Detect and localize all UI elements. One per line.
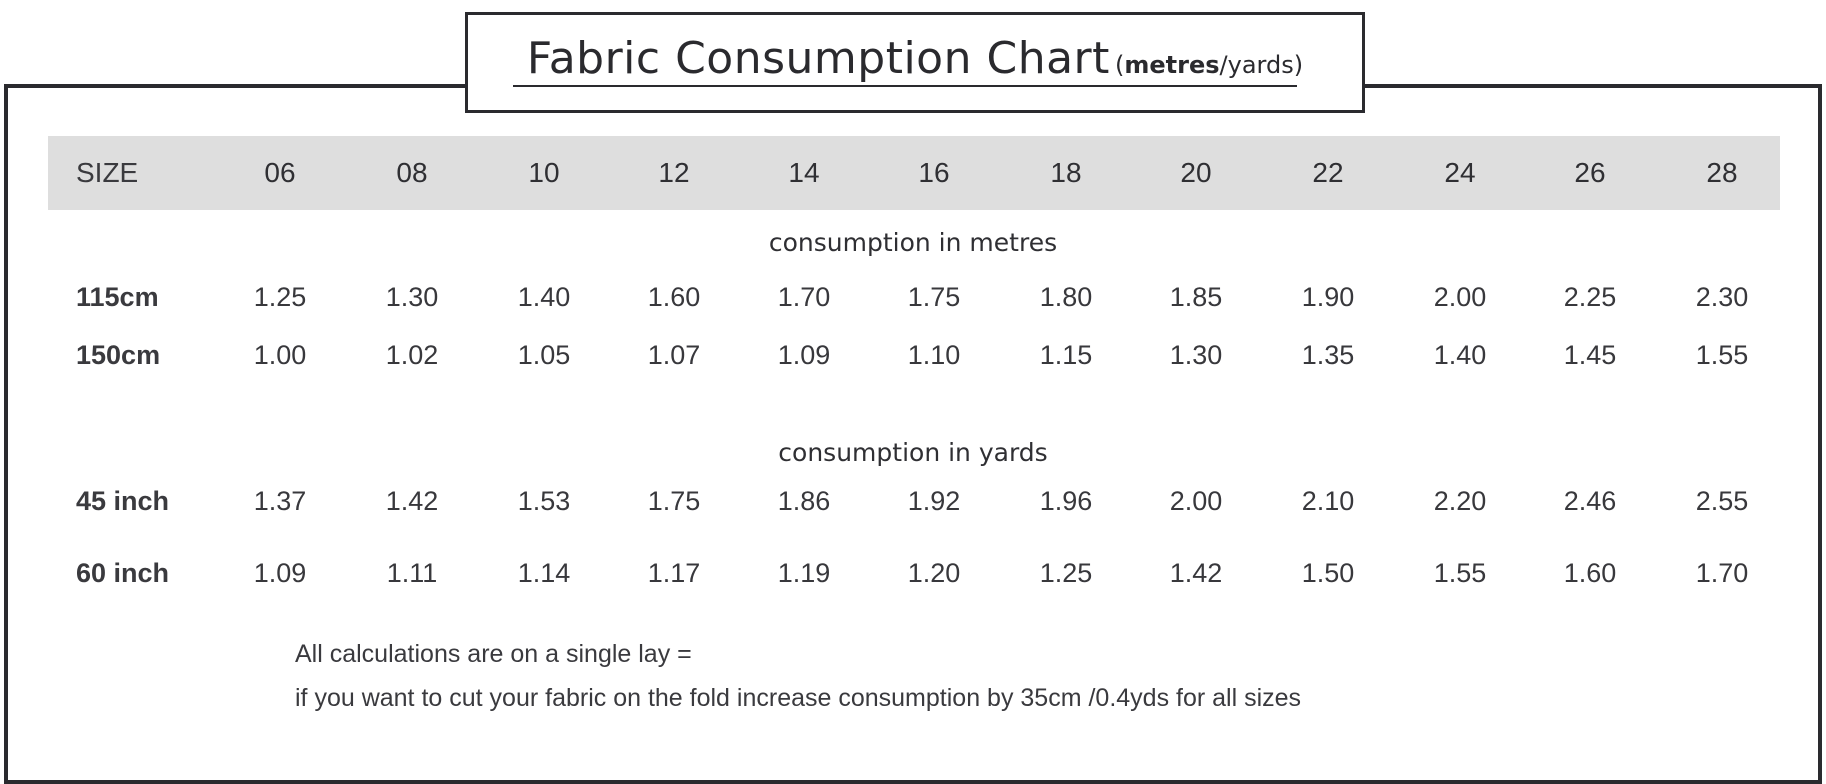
value-cell: 1.07 bbox=[647, 340, 701, 370]
value-cell: 2.30 bbox=[1695, 282, 1749, 312]
value-cell: 1.92 bbox=[907, 486, 961, 516]
size-header-12: 12 bbox=[658, 157, 690, 188]
value-cell: 1.45 bbox=[1563, 340, 1617, 370]
value-cell: 2.00 bbox=[1433, 282, 1487, 312]
value-cell: 1.37 bbox=[253, 486, 307, 516]
value-cell: 2.46 bbox=[1563, 486, 1617, 516]
value-cell: 1.30 bbox=[1169, 340, 1223, 370]
value-cell: 1.53 bbox=[517, 486, 571, 516]
value-cell: 1.50 bbox=[1301, 558, 1355, 588]
size-header-label: SIZE bbox=[76, 157, 139, 188]
chart-title: Fabric Consumption Chart (metres/yards) bbox=[468, 33, 1362, 84]
value-cell: 1.20 bbox=[907, 558, 961, 588]
title-underline bbox=[513, 85, 1297, 87]
value-cell: 1.30 bbox=[385, 282, 439, 312]
value-cell: 1.15 bbox=[1039, 340, 1093, 370]
note-line-1: All calculations are on a single lay = bbox=[295, 640, 692, 668]
value-cell: 1.42 bbox=[385, 486, 439, 516]
size-header-16: 16 bbox=[918, 157, 950, 188]
row-label-115cm: 115cm bbox=[76, 282, 159, 312]
value-cell: 1.00 bbox=[253, 340, 307, 370]
value-cell: 1.05 bbox=[517, 340, 571, 370]
value-cell: 1.40 bbox=[517, 282, 571, 312]
value-cell: 1.55 bbox=[1695, 340, 1749, 370]
chart-title-main: Fabric Consumption Chart bbox=[526, 33, 1110, 84]
units-separator: / bbox=[1219, 51, 1228, 79]
value-cell: 1.60 bbox=[647, 282, 701, 312]
size-header-22: 22 bbox=[1312, 157, 1344, 188]
value-cell: 1.09 bbox=[777, 340, 831, 370]
value-cell: 1.85 bbox=[1169, 282, 1223, 312]
units-metres: metres bbox=[1124, 51, 1220, 79]
size-header-10: 10 bbox=[528, 157, 560, 188]
value-cell: 1.80 bbox=[1039, 282, 1093, 312]
value-cell: 1.19 bbox=[777, 558, 831, 588]
size-header-28: 28 bbox=[1706, 157, 1738, 188]
value-cell: 1.14 bbox=[517, 558, 571, 588]
value-cell: 1.40 bbox=[1433, 340, 1487, 370]
value-cell: 1.17 bbox=[647, 558, 701, 588]
row-label-150cm: 150cm bbox=[76, 340, 161, 370]
value-cell: 1.86 bbox=[777, 486, 831, 516]
value-cell: 1.96 bbox=[1039, 486, 1093, 516]
value-cell: 1.10 bbox=[907, 340, 961, 370]
title-box: Fabric Consumption Chart (metres/yards) bbox=[465, 12, 1365, 113]
section-title-yards: consumption in yards bbox=[778, 438, 1048, 467]
value-cell: 1.60 bbox=[1563, 558, 1617, 588]
value-cell: 2.25 bbox=[1563, 282, 1617, 312]
size-header-14: 14 bbox=[788, 157, 820, 188]
chart-title-units: (metres/yards) bbox=[1114, 51, 1304, 79]
value-cell: 1.09 bbox=[253, 558, 307, 588]
value-cell: 1.90 bbox=[1301, 282, 1355, 312]
value-cell: 1.70 bbox=[1695, 558, 1749, 588]
row-label-60-inch: 60 inch bbox=[76, 558, 170, 588]
size-header-18: 18 bbox=[1050, 157, 1082, 188]
value-cell: 2.10 bbox=[1301, 486, 1355, 516]
header-band bbox=[48, 136, 1780, 210]
size-header-26: 26 bbox=[1574, 157, 1606, 188]
value-cell: 1.75 bbox=[647, 486, 701, 516]
size-header-06: 06 bbox=[264, 157, 296, 188]
row-label-45-inch: 45 inch bbox=[76, 486, 170, 516]
value-cell: 2.55 bbox=[1695, 486, 1749, 516]
value-cell: 1.55 bbox=[1433, 558, 1487, 588]
value-cell: 1.25 bbox=[1039, 558, 1093, 588]
value-cell: 1.25 bbox=[253, 282, 307, 312]
units-yards: yards bbox=[1227, 51, 1294, 79]
value-cell: 1.70 bbox=[777, 282, 831, 312]
note-line-2: if you want to cut your fabric on the fo… bbox=[295, 684, 1302, 712]
size-header-08: 08 bbox=[396, 157, 428, 188]
section-title-metres: consumption in metres bbox=[768, 228, 1058, 257]
value-cell: 1.02 bbox=[385, 340, 439, 370]
size-header-24: 24 bbox=[1444, 157, 1476, 188]
value-cell: 2.20 bbox=[1433, 486, 1487, 516]
size-header-20: 20 bbox=[1180, 157, 1212, 188]
value-cell: 2.00 bbox=[1169, 486, 1223, 516]
value-cell: 1.42 bbox=[1169, 558, 1223, 588]
value-cell: 1.11 bbox=[386, 558, 438, 588]
value-cell: 1.75 bbox=[907, 282, 961, 312]
value-cell: 1.35 bbox=[1301, 340, 1355, 370]
